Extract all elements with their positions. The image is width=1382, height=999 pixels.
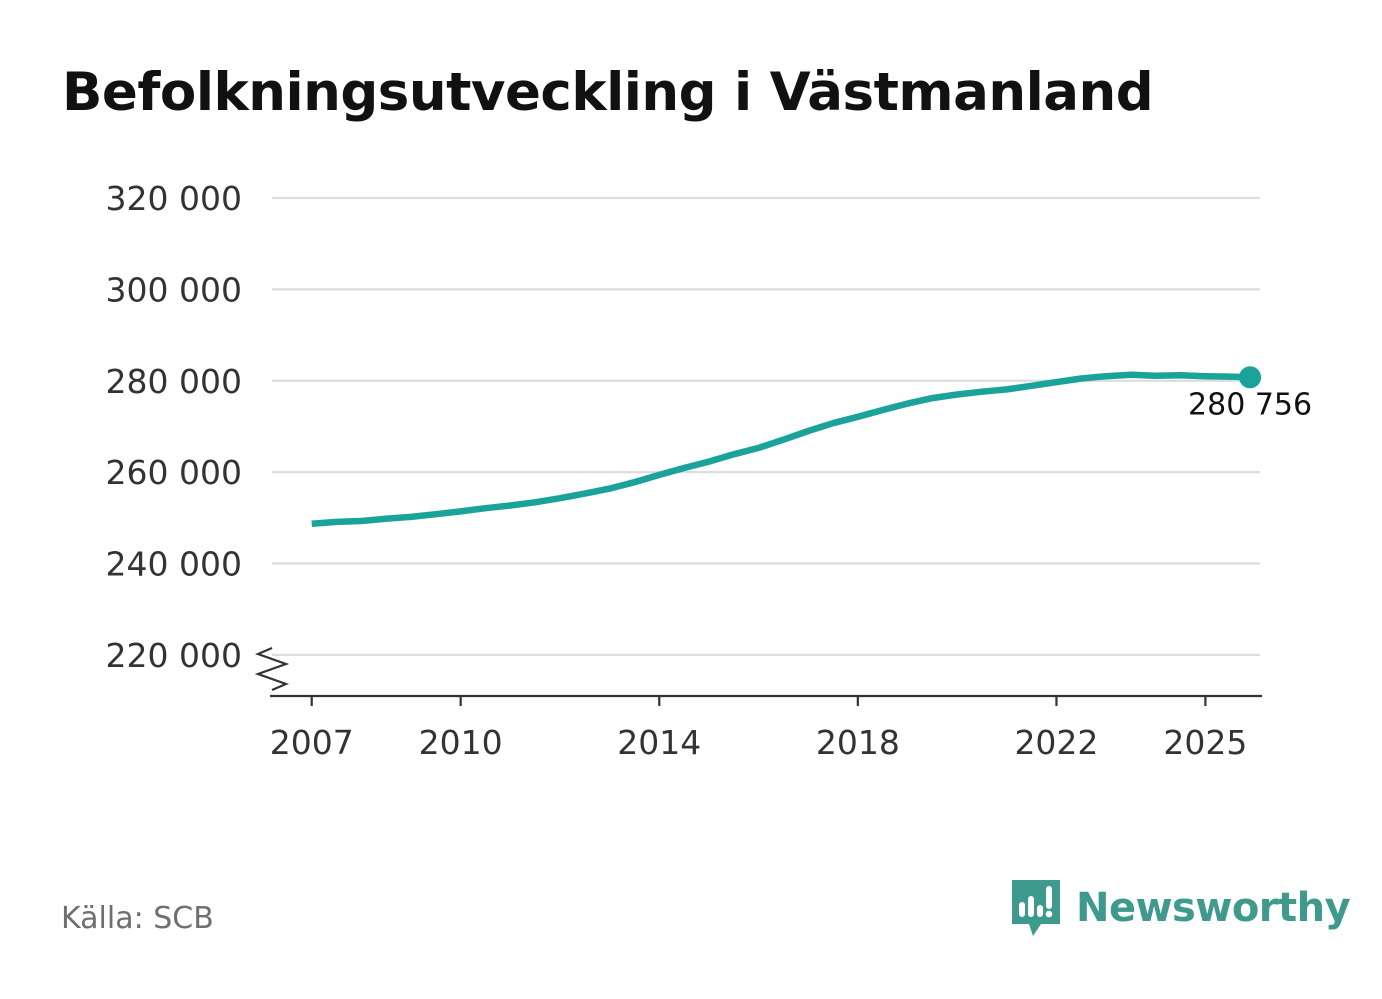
data-point xyxy=(929,395,935,401)
data-point xyxy=(408,514,414,520)
y-tick-label: 220 000 xyxy=(106,636,242,675)
grid-lines xyxy=(272,196,1260,656)
data-point xyxy=(582,491,588,497)
data-point xyxy=(1053,379,1059,385)
newsworthy-logo-icon xyxy=(1012,880,1060,936)
data-point xyxy=(805,428,811,434)
data-point xyxy=(780,437,786,443)
x-tick-label: 2014 xyxy=(617,723,701,762)
data-point xyxy=(1029,383,1035,389)
data-point xyxy=(1202,373,1208,379)
data-point xyxy=(309,521,315,527)
data-point xyxy=(358,518,364,524)
source-label: Källa: SCB xyxy=(61,901,214,936)
x-axis: 2007 2010 2014 2018 2022 2025 xyxy=(270,694,1262,762)
y-tick-label: 240 000 xyxy=(106,545,242,584)
x-tick-label: 2010 xyxy=(419,723,503,762)
y-tick-label: 300 000 xyxy=(106,270,242,309)
data-point xyxy=(706,459,712,465)
data-point xyxy=(1078,375,1084,381)
data-point xyxy=(1178,372,1184,378)
data-point xyxy=(756,445,762,451)
x-tick-label: 2025 xyxy=(1163,723,1247,762)
data-point xyxy=(880,407,886,413)
series: 280 756 xyxy=(309,366,1312,528)
data-point xyxy=(1103,373,1109,379)
last-point-marker xyxy=(1239,366,1262,389)
data-point xyxy=(557,495,563,501)
data-point xyxy=(656,472,662,478)
data-point xyxy=(1227,374,1233,380)
data-point xyxy=(954,391,960,397)
data-point xyxy=(334,519,340,525)
x-tick-label: 2022 xyxy=(1014,723,1098,762)
data-point xyxy=(1004,386,1010,392)
data-point xyxy=(482,505,488,511)
data-point xyxy=(979,389,985,395)
x-tick-label: 2007 xyxy=(270,723,354,762)
y-tick-label: 280 000 xyxy=(106,362,242,401)
data-point xyxy=(532,499,538,505)
last-value-label: 280 756 xyxy=(1188,387,1312,422)
y-axis: 220 000 240 000 260 000 280 000 300 000 320 0… xyxy=(106,179,290,692)
data-point xyxy=(383,516,389,522)
data-point xyxy=(458,508,464,514)
data-point xyxy=(1153,373,1159,379)
data-point xyxy=(433,511,439,517)
y-tick-label: 320 000 xyxy=(106,179,242,218)
data-point xyxy=(904,401,910,407)
y-tick-label: 260 000 xyxy=(106,453,242,492)
brand-logo[interactable]: Newsworthy xyxy=(1010,878,1351,938)
axis-break-icon xyxy=(254,646,290,692)
data-point xyxy=(731,451,737,457)
data-point xyxy=(631,479,637,485)
series-line xyxy=(311,371,1251,528)
data-point xyxy=(855,414,861,420)
data-point xyxy=(830,420,836,426)
brand-name: Newsworthy xyxy=(1076,885,1351,931)
data-point xyxy=(681,465,687,471)
data-point xyxy=(607,486,613,492)
data-point xyxy=(1128,372,1134,378)
data-point xyxy=(507,502,513,508)
chart-title: Befolkningsutveckling i Västmanland xyxy=(62,62,1154,123)
x-tick-label: 2018 xyxy=(816,723,900,762)
